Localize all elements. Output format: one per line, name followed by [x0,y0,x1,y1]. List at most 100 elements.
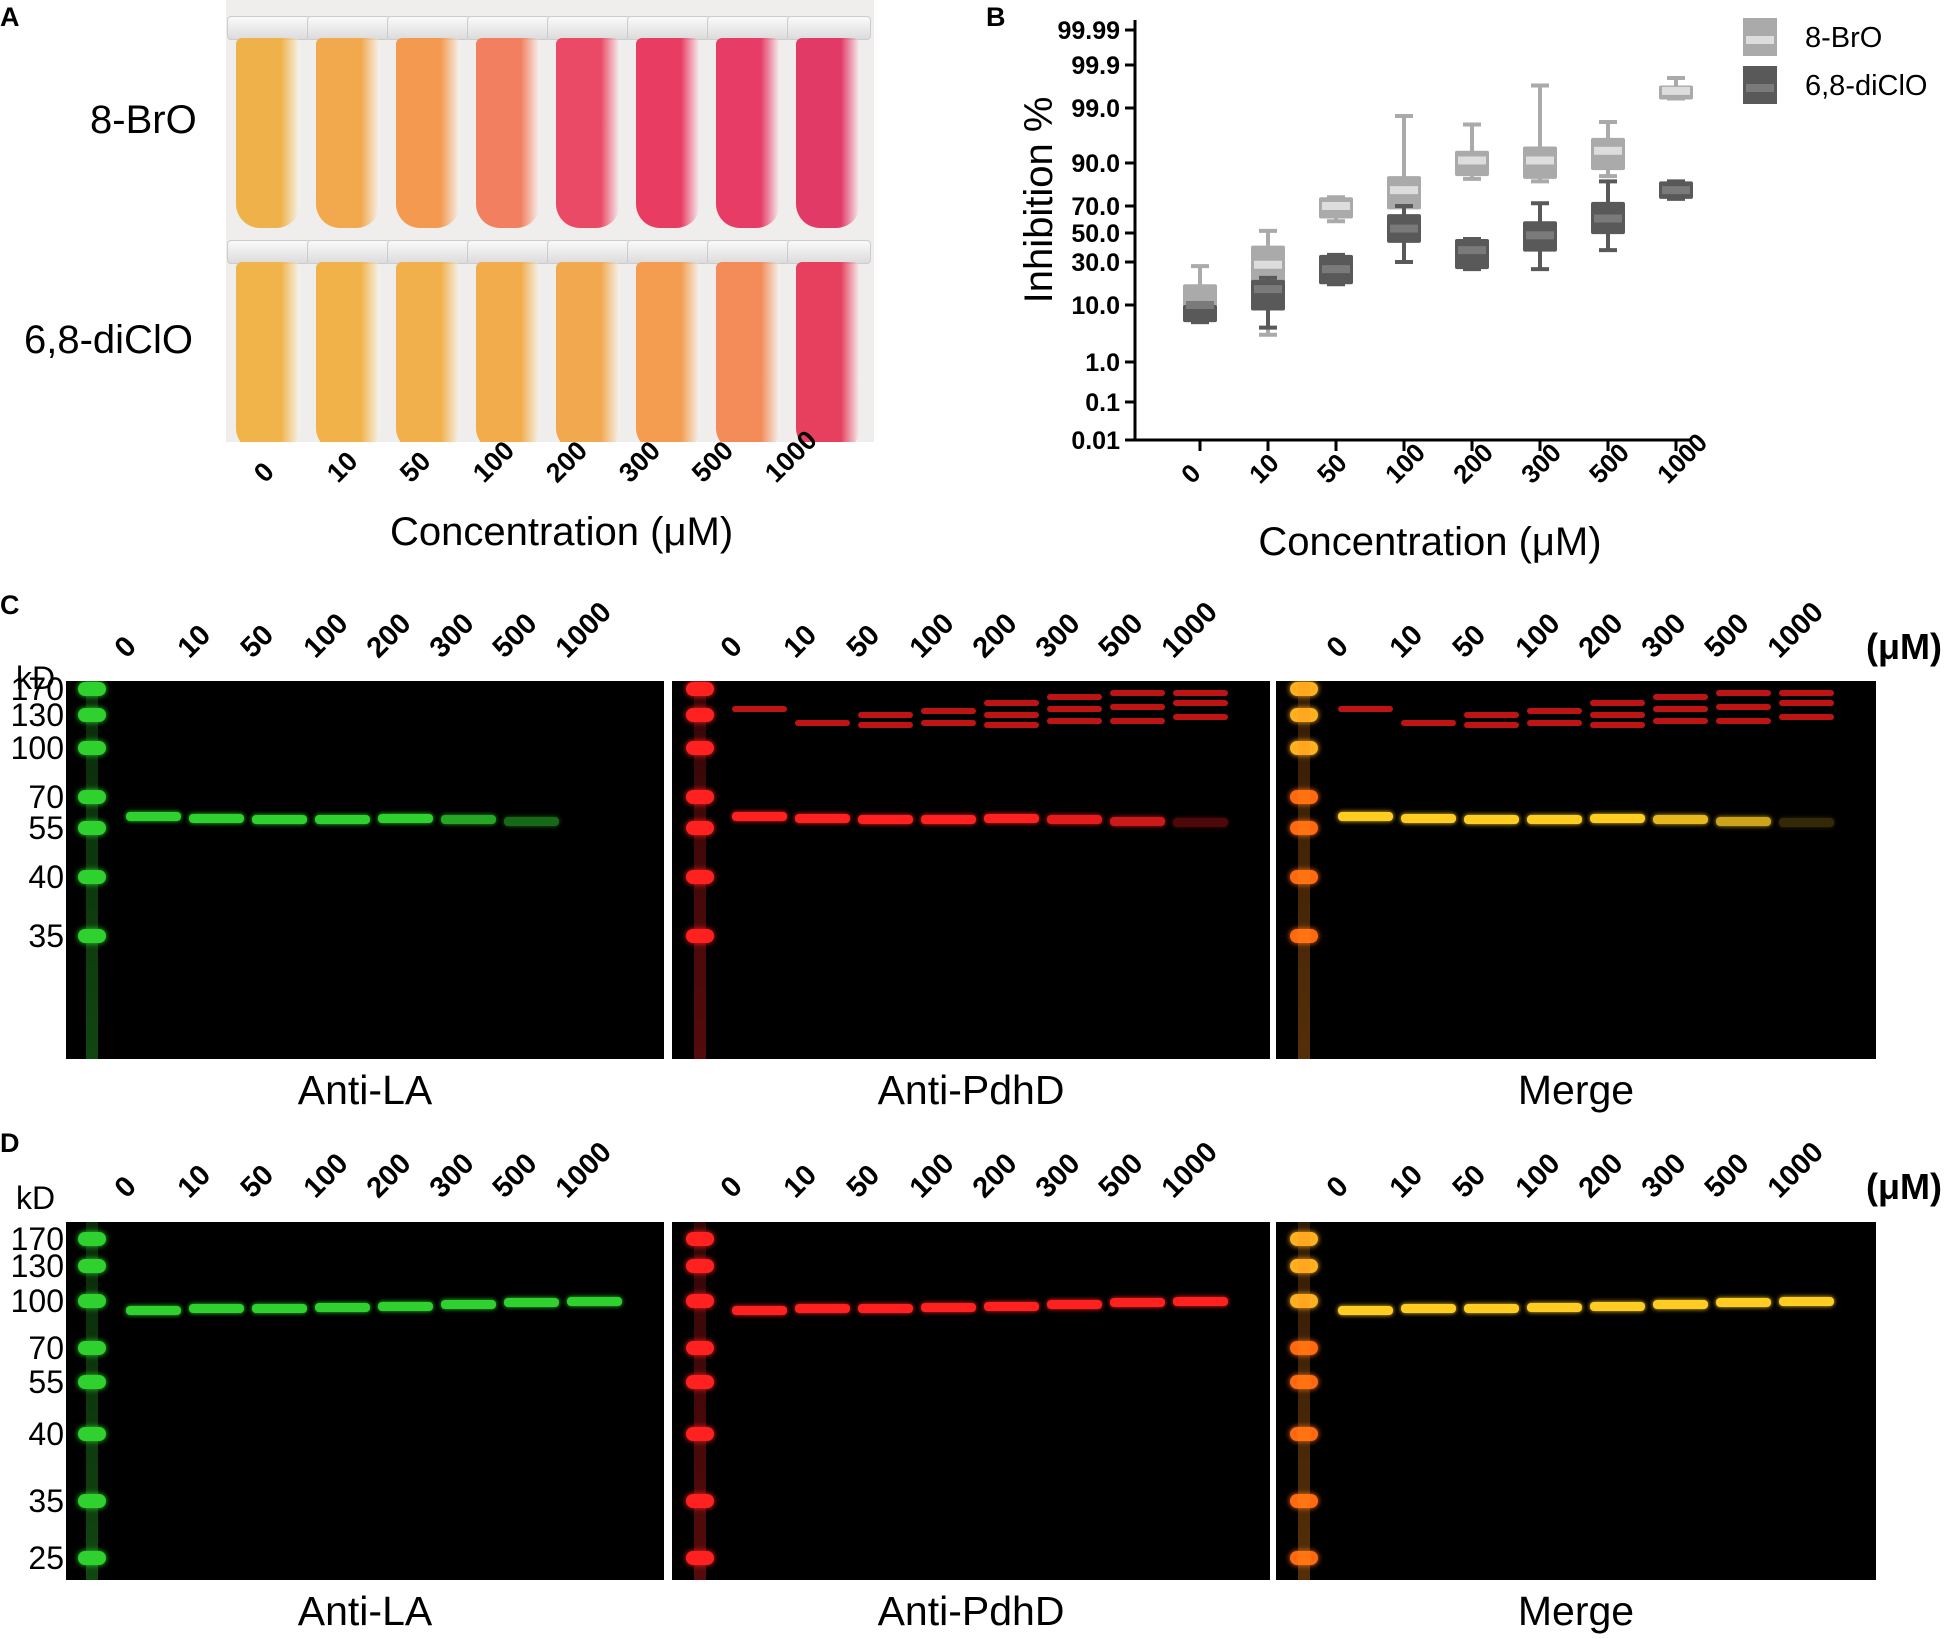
ladder-band [78,1427,106,1441]
y-tick-label: 1.0 [1085,349,1120,377]
box-median [1594,146,1622,155]
panel-a-tick: 200 [540,435,594,489]
ladder-band [686,1341,714,1355]
ladder-band [1290,929,1318,943]
high-band [1716,718,1771,724]
band-lane-0 [732,812,787,821]
tube-cap [307,16,391,40]
high-band [1779,714,1834,720]
ladder-band [78,929,106,943]
ladder-smear [86,1222,98,1580]
panel-a-xlabel: Concentration (μM) [390,510,734,554]
ladder-band [78,708,106,722]
high-band [1527,720,1582,726]
conc-label-300: 300 [423,1147,481,1205]
marker-label-70: 70 [28,779,64,815]
conc-label-50: 50 [1446,618,1493,665]
x-tick-label: 0 [1175,458,1206,489]
y-tick-label: 70.0 [1071,193,1120,221]
band-lane-100 [1527,815,1582,824]
y-tick-label: 30.0 [1071,249,1120,277]
tube-cap [387,240,471,264]
ladder-band [78,1294,106,1308]
conc-label-300: 300 [423,607,481,665]
ladder-band [686,790,714,804]
unit-label: (μM) [1866,1166,1942,1207]
ladder-band [78,1375,106,1389]
high-band [1110,718,1165,724]
tube-cap [627,16,711,40]
y-tick-label: 90.0 [1071,150,1120,178]
band-lane-0 [126,812,181,821]
ladder-smear [694,1222,706,1580]
band-lane-0 [1338,1306,1393,1315]
band-lane-50 [1464,815,1519,824]
x-tick-label: 200 [1447,437,1499,489]
panel-name-1: Anti-PdhD [877,1067,1065,1113]
box-median [1526,231,1554,240]
box-median [1458,156,1486,165]
band-lane-300 [441,1300,496,1309]
ladder-band [78,1494,106,1508]
conc-label-10: 10 [171,1158,218,1205]
high-band [1110,690,1165,696]
ladder-band [1290,708,1318,722]
conc-label-50: 50 [840,618,887,665]
tube-cap [627,240,711,264]
conc-label-0: 0 [1320,630,1355,665]
band-lane-500 [1110,1298,1165,1307]
ladder-band [78,1341,106,1355]
high-band [1464,712,1519,718]
conc-label-10: 10 [1383,618,1430,665]
box-6,8-diClO-500 [1591,179,1625,253]
tube-8bro-2 [396,38,460,228]
x-tick-label: 50 [1311,448,1353,490]
high-band [921,720,976,726]
panel-a-tick: 50 [394,445,437,489]
ladder-band [686,1259,714,1273]
tube-cap [547,240,631,264]
x-tick-label: 500 [1583,437,1635,489]
box-median [1662,86,1690,95]
blot-anti-pdhd [672,1222,1270,1580]
band-lane-0 [732,1306,787,1315]
conc-label-100: 100 [1509,1147,1567,1205]
x-tick-label: 100 [1379,437,1431,489]
band-lane-500 [1110,817,1165,826]
tube-cap [547,16,631,40]
high-band [1653,706,1708,712]
conc-label-200: 200 [1572,1147,1630,1205]
ladder-band [1290,1259,1318,1273]
legend-swatch-median [1746,36,1774,44]
box-median [1458,246,1486,255]
band-lane-300 [1653,815,1708,824]
marker-label-130: 130 [10,697,64,733]
ladder-band [1290,1375,1318,1389]
ladder-band [686,1232,714,1246]
blot-anti-la [66,1222,664,1580]
marker-label-170: 170 [10,1221,64,1257]
band-lane-500 [1716,1298,1771,1307]
conc-label-200: 200 [360,607,418,665]
panel-label-c: C [0,590,20,620]
marker-label-40: 40 [28,1416,64,1452]
marker-label-70: 70 [28,1330,64,1366]
high-band [984,722,1039,728]
y-tick-label: 0.1 [1085,389,1120,417]
conc-label-200: 200 [966,607,1024,665]
high-band [1779,700,1834,706]
box-median [1594,214,1622,223]
band-lane-100 [315,1303,370,1312]
conc-label-500: 500 [1092,607,1150,665]
tube-diclo-1 [316,262,380,442]
ladder-smear [86,681,98,1059]
marker-label-100: 100 [10,1283,64,1319]
ladder-band [686,1551,714,1565]
high-band [858,722,913,728]
box-6,8-diClO-50 [1319,252,1353,287]
high-band [1464,722,1519,728]
conc-label-1000: 1000 [1155,596,1224,665]
conc-label-200: 200 [1572,607,1630,665]
conc-label-1000: 1000 [549,1136,618,1205]
band-lane-50 [252,815,307,824]
